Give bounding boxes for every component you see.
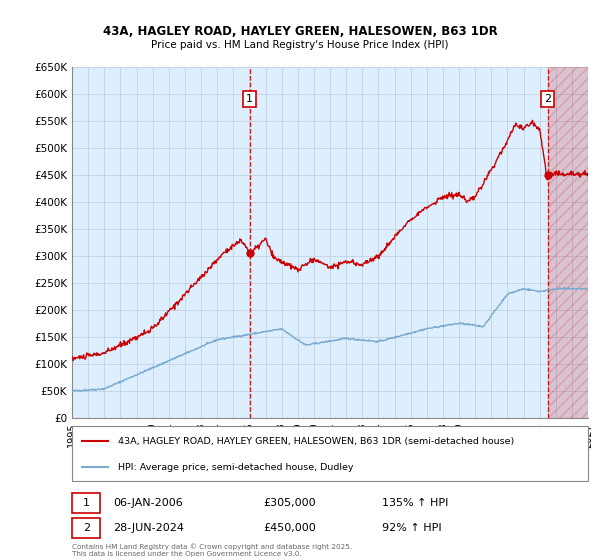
- Text: Contains HM Land Registry data © Crown copyright and database right 2025.
This d: Contains HM Land Registry data © Crown c…: [72, 544, 352, 557]
- Bar: [72, 493, 100, 513]
- Text: Price paid vs. HM Land Registry's House Price Index (HPI): Price paid vs. HM Land Registry's House …: [151, 40, 449, 50]
- FancyBboxPatch shape: [72, 426, 588, 481]
- Text: 06-JAN-2006: 06-JAN-2006: [113, 498, 183, 508]
- Text: 43A, HAGLEY ROAD, HAYLEY GREEN, HALESOWEN, B63 1DR: 43A, HAGLEY ROAD, HAYLEY GREEN, HALESOWE…: [103, 25, 497, 38]
- Text: 1: 1: [83, 498, 90, 508]
- Text: 28-JUN-2024: 28-JUN-2024: [113, 523, 184, 533]
- Bar: [548, 67, 588, 418]
- Text: £450,000: £450,000: [263, 523, 316, 533]
- Text: 43A, HAGLEY ROAD, HAYLEY GREEN, HALESOWEN, B63 1DR (semi-detached house): 43A, HAGLEY ROAD, HAYLEY GREEN, HALESOWE…: [118, 437, 515, 446]
- Text: 2: 2: [83, 523, 90, 533]
- Text: HPI: Average price, semi-detached house, Dudley: HPI: Average price, semi-detached house,…: [118, 463, 354, 472]
- Text: 1: 1: [246, 94, 253, 104]
- Text: 2: 2: [544, 94, 551, 104]
- Text: 135% ↑ HPI: 135% ↑ HPI: [382, 498, 448, 508]
- Text: 92% ↑ HPI: 92% ↑ HPI: [382, 523, 441, 533]
- Text: £305,000: £305,000: [263, 498, 316, 508]
- Bar: [72, 518, 100, 538]
